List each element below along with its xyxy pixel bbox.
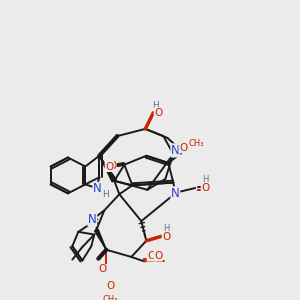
Text: N: N	[171, 144, 180, 157]
Text: O: O	[154, 108, 162, 118]
Text: O: O	[162, 232, 170, 242]
Text: H: H	[163, 224, 170, 233]
Text: O: O	[154, 251, 162, 261]
Text: O: O	[147, 251, 155, 261]
Text: O: O	[106, 280, 114, 291]
Text: CH₃: CH₃	[189, 139, 204, 148]
Text: O: O	[108, 160, 116, 171]
Text: CH₃: CH₃	[103, 296, 118, 300]
Text: N: N	[88, 213, 97, 226]
Text: N: N	[171, 187, 180, 200]
Text: H: H	[102, 190, 109, 199]
Text: O: O	[201, 183, 209, 193]
Text: O: O	[98, 264, 106, 274]
Polygon shape	[94, 229, 106, 250]
Polygon shape	[99, 156, 116, 182]
Text: O: O	[179, 143, 188, 153]
Text: N: N	[93, 182, 102, 195]
Text: H: H	[152, 101, 159, 110]
Text: O: O	[105, 161, 113, 172]
Text: H: H	[202, 175, 208, 184]
